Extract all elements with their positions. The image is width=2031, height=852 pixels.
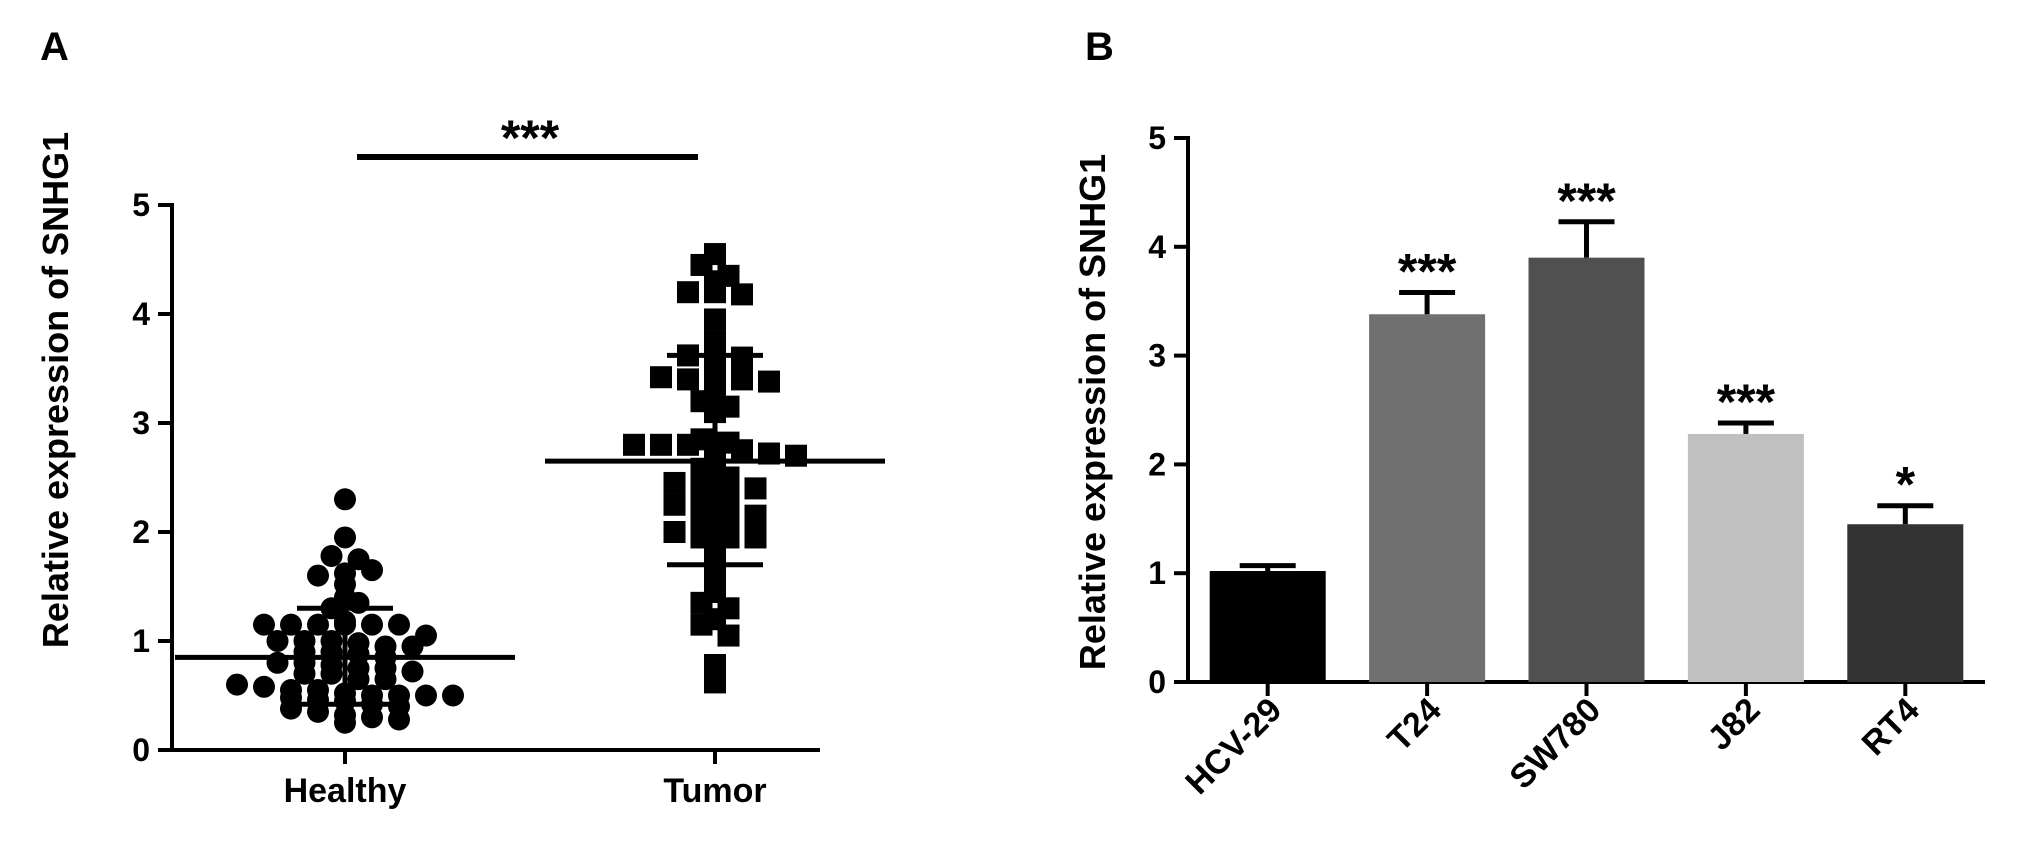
panel-b-x-tick-label: HCV-29 — [1178, 691, 1289, 802]
panel-a-data-point-tumor — [690, 526, 713, 549]
panel-a-data-point-healthy — [280, 697, 302, 720]
panel-a-data-point-tumor — [704, 653, 726, 676]
panel-a-data-point-healthy — [226, 673, 248, 696]
panel-a-data-point-healthy — [253, 613, 275, 636]
panel-a-data-point-healthy — [280, 613, 302, 636]
panel-a-y-tick-label: 3 — [132, 405, 150, 441]
panel-a-data-point-healthy — [307, 564, 329, 587]
panel-a-data-point-tumor — [677, 433, 699, 456]
panel-b-significance-label: *** — [1557, 173, 1616, 229]
panel-a-data-point-tumor — [650, 433, 672, 456]
panel-a-data-point-tumor — [690, 613, 713, 636]
panel-a-data-point-healthy — [253, 675, 275, 698]
panel-b-y-tick-label: 3 — [1148, 338, 1166, 374]
panel-a-data-point-healthy — [334, 488, 356, 511]
panel-b-bar-chart: B Relative expression of SNHG1 0 1 2 3 4 5 HCV… — [1072, 25, 1985, 802]
panel-a-data-point-tumor — [758, 370, 780, 393]
panel-b-bar-sw780 — [1528, 257, 1645, 682]
panel-a-data-point-healthy — [388, 708, 410, 731]
panel-b-y-axis-title: Relative expression of SNHG1 — [1072, 154, 1113, 670]
panel-a-data-point-tumor — [677, 281, 699, 304]
panel-a-data-point-tumor — [744, 504, 767, 527]
panel-a-data-point-healthy — [334, 711, 356, 734]
panel-a-data-point-tumor — [677, 368, 699, 391]
panel-a-data-point-healthy — [334, 526, 356, 549]
panel-a-points — [226, 243, 807, 734]
panel-b-bars: ********** — [1209, 173, 1964, 682]
panel-a-data-point-tumor — [704, 281, 726, 304]
panel-a-data-point-tumor — [717, 526, 740, 549]
panel-a-data-point-tumor — [744, 526, 767, 549]
panel-a-label: A — [40, 25, 69, 69]
panel-a-data-point-tumor — [650, 366, 672, 389]
panel-a-data-point-healthy — [334, 562, 356, 585]
panel-a-data-point-healthy — [266, 630, 289, 652]
panel-a-data-point-healthy — [401, 660, 424, 683]
panel-a-data-point-tumor — [704, 671, 726, 694]
panel-a-data-point-tumor — [663, 493, 686, 516]
panel-a-data-point-healthy — [442, 684, 464, 707]
panel-a-data-point-tumor — [663, 521, 686, 543]
panel-a-data-point-tumor — [731, 439, 753, 462]
panel-a-y-tick-label: 2 — [132, 514, 150, 550]
panel-b-bar-rt4 — [1847, 524, 1964, 682]
panel-a-data-point-tumor — [623, 433, 645, 456]
panel-a-y-tick-label: 5 — [132, 187, 150, 223]
panel-a-data-point-healthy — [361, 706, 383, 729]
panel-a-data-point-tumor — [744, 477, 767, 500]
panel-a-data-point-healthy — [388, 613, 410, 636]
panel-a-scatter-chart: A Relative expression of SNHG1 0 1 2 3 4 5 Hea… — [35, 25, 885, 810]
panel-b-bar-t24 — [1369, 314, 1486, 682]
panel-a-data-point-healthy — [320, 544, 343, 567]
panel-a-data-point-healthy — [347, 668, 370, 691]
panel-a-data-point-tumor — [731, 368, 753, 391]
panel-b-y-tick-label: 4 — [1148, 229, 1166, 265]
panel-a-axes: 0 1 2 3 4 5 Healthy Tumor — [132, 187, 820, 810]
panel-a-data-point-healthy — [374, 668, 397, 691]
panel-b-y-tick-label: 1 — [1148, 555, 1166, 591]
panel-b-bar-hcv-29 — [1209, 571, 1326, 682]
panel-a-data-point-tumor — [663, 471, 686, 494]
panel-b-y-tick-label: 5 — [1148, 120, 1166, 156]
panel-b-bar-j82 — [1687, 433, 1804, 682]
panel-a-data-point-healthy — [361, 613, 383, 636]
panel-a-data-point-healthy — [320, 662, 343, 685]
panel-b-significance-label: *** — [1398, 243, 1457, 299]
panel-b-x-tick-label: T24 — [1380, 691, 1448, 759]
panel-b-x-tick-label: SW780 — [1502, 691, 1608, 797]
panel-a-data-point-tumor — [704, 308, 726, 331]
panel-b-x-tick-label: J82 — [1701, 691, 1768, 758]
panel-a-data-point-tumor — [731, 283, 753, 306]
panel-a-y-tick-label: 0 — [132, 732, 150, 768]
panel-a-significance-label: *** — [501, 110, 560, 166]
panel-b-y-tick-label: 2 — [1148, 446, 1166, 482]
panel-a-data-point-healthy — [415, 684, 437, 707]
panel-a-x-tick-label: Tumor — [663, 772, 766, 810]
panel-a-data-point-healthy — [361, 559, 383, 582]
panel-a-data-point-healthy — [307, 613, 329, 636]
panel-a-data-point-healthy — [401, 635, 424, 658]
panel-a-x-tick-label: Healthy — [284, 772, 407, 810]
panel-b-significance-label: * — [1896, 457, 1916, 513]
panel-a-y-tick-label: 4 — [132, 296, 150, 332]
panel-a-y-tick-label: 1 — [132, 623, 150, 659]
panel-b-significance-label: *** — [1717, 374, 1776, 430]
panel-a-data-point-healthy — [293, 662, 316, 685]
panel-a-mean-sd-bars — [175, 352, 885, 707]
panel-a-data-point-tumor — [717, 624, 740, 647]
panel-b-label: B — [1085, 25, 1114, 69]
panel-a-y-axis-title: Relative expression of SNHG1 — [35, 132, 76, 648]
panel-b-y-tick-label: 0 — [1148, 664, 1166, 700]
panel-b-x-tick-label: RT4 — [1855, 691, 1927, 763]
